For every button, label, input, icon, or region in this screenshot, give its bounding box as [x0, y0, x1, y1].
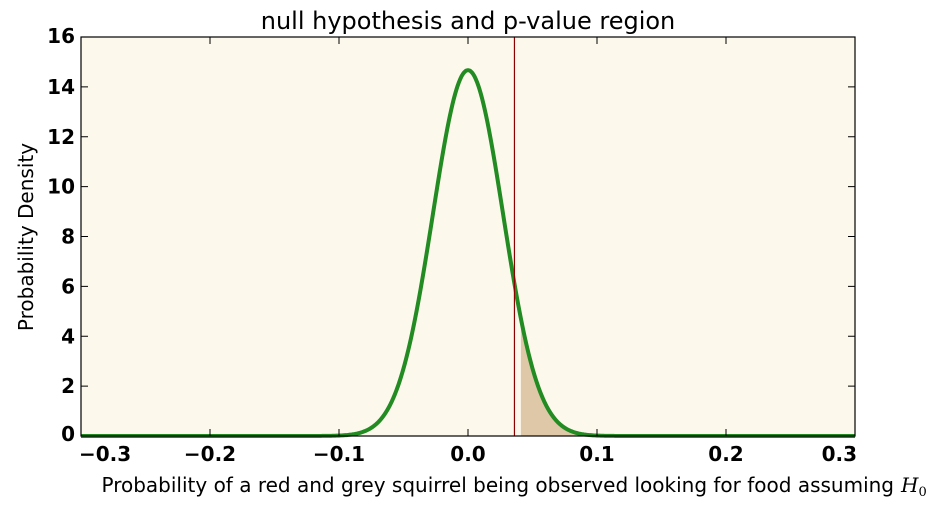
x-tick-label: 0.1 — [579, 442, 614, 466]
x-tick-label: −0.1 — [313, 442, 365, 466]
chart-title: null hypothesis and p-value region — [261, 7, 676, 35]
x-tick-label: −0.3 — [79, 442, 131, 466]
y-tick-label: 12 — [47, 125, 75, 149]
y-tick-labels: 0 2 4 6 8 10 12 14 16 — [47, 24, 75, 446]
y-tick-label: 8 — [61, 225, 75, 249]
x-axis-label: Probability of a red and grey squirrel b… — [101, 473, 894, 497]
y-axis-label: Probability Density — [14, 143, 38, 331]
p-value-region — [520, 318, 855, 436]
y-tick-label: 16 — [47, 24, 75, 48]
plot-background — [81, 37, 855, 436]
y-tick-label: 14 — [47, 75, 75, 99]
plot-frame — [80, 36, 856, 437]
y-tick-label: 2 — [61, 374, 75, 398]
x-tick-label: 0.0 — [450, 442, 485, 466]
x-axis-label-math: H0 — [900, 473, 927, 500]
x-tick-label: 0.2 — [708, 442, 743, 466]
y-tick-label: 10 — [47, 175, 75, 199]
x-tick-labels: −0.3 −0.2 −0.1 0.0 0.1 0.2 0.3 — [79, 442, 857, 466]
x-tick-label: −0.2 — [184, 442, 236, 466]
y-tick-label: 0 — [61, 422, 75, 446]
x-tick-label: 0.3 — [822, 442, 857, 466]
y-tick-label: 6 — [61, 274, 75, 298]
y-tick-label: 4 — [61, 324, 75, 348]
